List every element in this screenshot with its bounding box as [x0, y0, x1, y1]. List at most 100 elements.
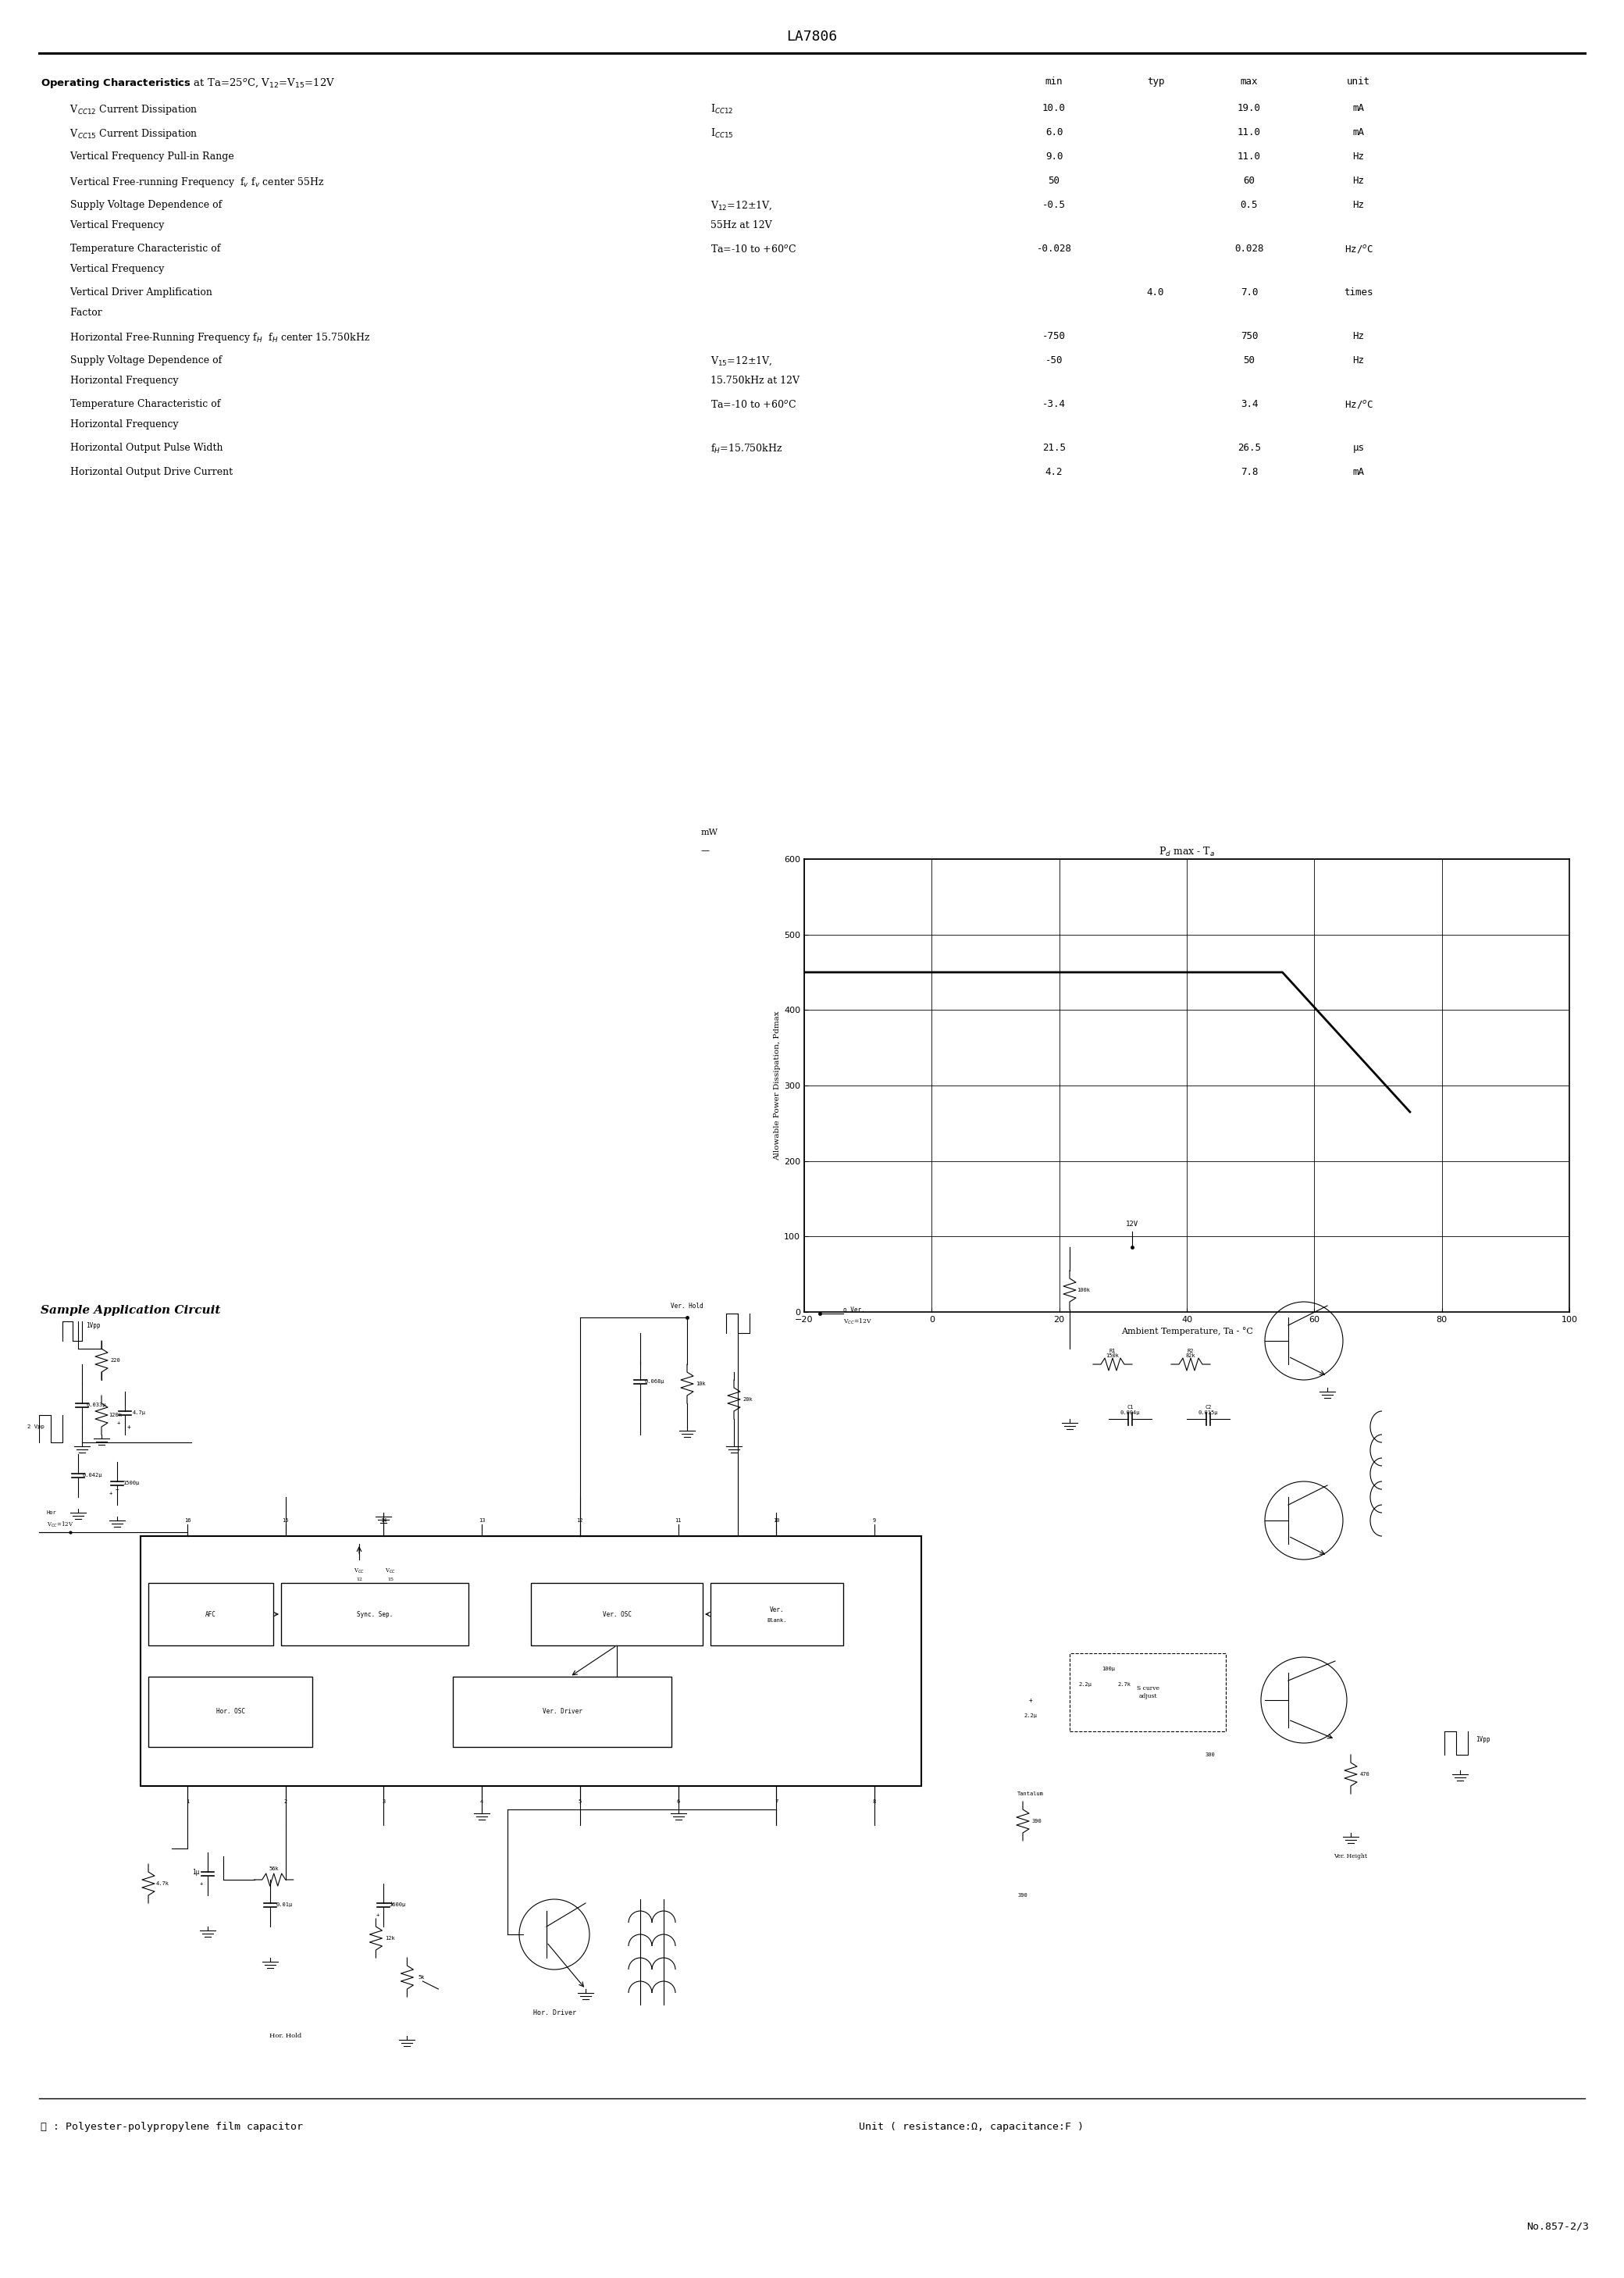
Text: V$_{CC}$=12V: V$_{CC}$=12V — [47, 1519, 73, 1529]
Text: 15.750kHz at 12V: 15.750kHz at 12V — [710, 376, 799, 385]
Text: 3.4: 3.4 — [1241, 399, 1259, 410]
Text: 2.2µ: 2.2µ — [1078, 1681, 1091, 1686]
X-axis label: Ambient Temperature, Ta - °C: Ambient Temperature, Ta - °C — [1121, 1326, 1252, 1335]
Text: 10.0: 10.0 — [1043, 103, 1065, 114]
Text: 9: 9 — [872, 1517, 875, 1522]
Text: Horizontal Frequency: Horizontal Frequency — [63, 419, 179, 431]
Text: AFC: AFC — [205, 1611, 216, 1617]
Title: P$_d$ max - T$_a$: P$_d$ max - T$_a$ — [1158, 845, 1215, 859]
Text: Unit ( resistance:Ω, capacitance:F ): Unit ( resistance:Ω, capacitance:F ) — [859, 2121, 1083, 2132]
Text: 11: 11 — [676, 1517, 682, 1522]
Text: 5: 5 — [578, 1800, 581, 1804]
Text: mA: mA — [1353, 103, 1364, 114]
Text: 6.0: 6.0 — [1046, 128, 1062, 137]
Text: 12: 12 — [356, 1576, 362, 1581]
Text: I$_{CC15}$: I$_{CC15}$ — [710, 128, 734, 139]
Text: 2: 2 — [284, 1800, 287, 1804]
Text: 1: 1 — [185, 1800, 188, 1804]
Text: 15: 15 — [387, 1576, 393, 1581]
Text: I$_{CC12}$: I$_{CC12}$ — [710, 103, 734, 116]
Text: Temperature Characteristic of: Temperature Characteristic of — [63, 244, 221, 253]
Text: 11.0: 11.0 — [1237, 153, 1260, 162]
Text: 470: 470 — [1359, 1772, 1369, 1777]
Text: f$_H$=15.750kHz: f$_H$=15.750kHz — [710, 442, 783, 456]
Text: min: min — [1046, 77, 1062, 87]
Text: Vertical Frequency Pull-in Range: Vertical Frequency Pull-in Range — [63, 153, 234, 162]
Text: +: + — [117, 1421, 120, 1426]
Bar — [1070, 1654, 1226, 1731]
Text: Ta=-10 to +60$^{o}$C: Ta=-10 to +60$^{o}$C — [710, 399, 796, 410]
Text: 21.5: 21.5 — [1043, 442, 1065, 453]
Text: 4: 4 — [481, 1800, 484, 1804]
Text: 50: 50 — [1244, 355, 1255, 364]
Text: C2
0.015µ: C2 0.015µ — [1199, 1406, 1218, 1415]
Text: times: times — [1345, 287, 1374, 298]
Bar — [281, 1583, 468, 1645]
Text: mA: mA — [1353, 467, 1364, 476]
Text: +: + — [200, 1882, 203, 1886]
Text: Ver. Driver: Ver. Driver — [542, 1708, 581, 1715]
Text: 0.5: 0.5 — [1241, 200, 1259, 210]
Text: Hor: Hor — [47, 1510, 57, 1515]
Text: Sample Application Circuit: Sample Application Circuit — [41, 1305, 221, 1317]
Bar — [531, 1583, 703, 1645]
Text: Vertical Frequency: Vertical Frequency — [63, 264, 164, 273]
Text: C1
0.004µ: C1 0.004µ — [1121, 1406, 1140, 1415]
Bar — [141, 1535, 921, 1786]
Text: Hz/$^{o}$C: Hz/$^{o}$C — [1345, 399, 1372, 410]
Text: -750: -750 — [1043, 330, 1065, 342]
Text: 100k: 100k — [1077, 1287, 1090, 1292]
Text: R1
150k: R1 150k — [1106, 1349, 1119, 1358]
Text: +: + — [375, 1914, 378, 1918]
Text: Horizontal Free-Running Frequency f$_H$  f$_H$ center 15.750kHz: Horizontal Free-Running Frequency f$_H$ … — [63, 330, 370, 344]
Text: 750: 750 — [1241, 330, 1259, 342]
Text: 4.0: 4.0 — [1147, 287, 1164, 298]
Text: V$_{CC}$: V$_{CC}$ — [385, 1567, 396, 1574]
Text: Hor. Hold: Hor. Hold — [270, 2032, 302, 2039]
Bar — [711, 1583, 843, 1645]
Text: 120k: 120k — [109, 1412, 122, 1417]
Text: Factor: Factor — [63, 308, 102, 319]
Text: Supply Voltage Dependence of: Supply Voltage Dependence of — [63, 200, 222, 210]
Text: Temperature Characteristic of: Temperature Characteristic of — [63, 399, 221, 410]
Text: 1Vpp: 1Vpp — [86, 1321, 101, 1328]
Text: 56k: 56k — [270, 1866, 279, 1870]
Text: Horizontal Frequency: Horizontal Frequency — [63, 376, 179, 385]
Text: 11.0: 11.0 — [1237, 128, 1260, 137]
Text: Horizontal Output Pulse Width: Horizontal Output Pulse Width — [63, 442, 222, 453]
Text: mW: mW — [702, 829, 718, 836]
Text: μs: μs — [1353, 442, 1364, 453]
Text: +: + — [1030, 1697, 1033, 1704]
Text: 1µ: 1µ — [192, 1868, 200, 1875]
Text: 390: 390 — [1018, 1893, 1028, 1898]
Text: Ta=-10 to +60$^{o}$C: Ta=-10 to +60$^{o}$C — [710, 244, 796, 255]
Text: Vertical Free-running Frequency  f$_v$ f$_v$ center 55Hz: Vertical Free-running Frequency f$_v$ f$… — [63, 175, 325, 189]
Text: 50: 50 — [1047, 175, 1060, 187]
Text: V$_{CC12}$ Current Dissipation: V$_{CC12}$ Current Dissipation — [63, 103, 198, 116]
Text: max: max — [1241, 77, 1259, 87]
Text: Hz/$^{o}$C: Hz/$^{o}$C — [1345, 244, 1372, 255]
Text: -0.5: -0.5 — [1043, 200, 1065, 210]
Text: 8: 8 — [872, 1800, 875, 1804]
Text: 55Hz at 12V: 55Hz at 12V — [710, 221, 771, 230]
Text: 4.2: 4.2 — [1046, 467, 1062, 476]
Text: 6: 6 — [677, 1800, 680, 1804]
Text: 220: 220 — [110, 1358, 120, 1362]
Text: Hz: Hz — [1353, 330, 1364, 342]
Text: 100µ: 100µ — [1103, 1667, 1116, 1672]
Text: 19.0: 19.0 — [1237, 103, 1260, 114]
Text: V$_{CC}$: V$_{CC}$ — [354, 1567, 365, 1574]
Text: o Ver.: o Ver. — [843, 1305, 866, 1312]
Text: Ver. Hold: Ver. Hold — [671, 1303, 703, 1310]
Text: 7: 7 — [775, 1800, 778, 1804]
Text: 0.033µ: 0.033µ — [86, 1403, 106, 1408]
Text: Hz: Hz — [1353, 153, 1364, 162]
Text: +: + — [115, 1485, 119, 1492]
Text: LA7806: LA7806 — [786, 30, 838, 43]
Text: R2
82k: R2 82k — [1186, 1349, 1195, 1358]
Text: 2.2µ: 2.2µ — [1025, 1713, 1038, 1718]
Y-axis label: Allowable Power Dissipation, Pdmax: Allowable Power Dissipation, Pdmax — [773, 1011, 781, 1160]
Text: -0.028: -0.028 — [1036, 244, 1072, 253]
Text: 12V: 12V — [1125, 1221, 1138, 1228]
Text: 0.01µ: 0.01µ — [276, 1902, 292, 1907]
